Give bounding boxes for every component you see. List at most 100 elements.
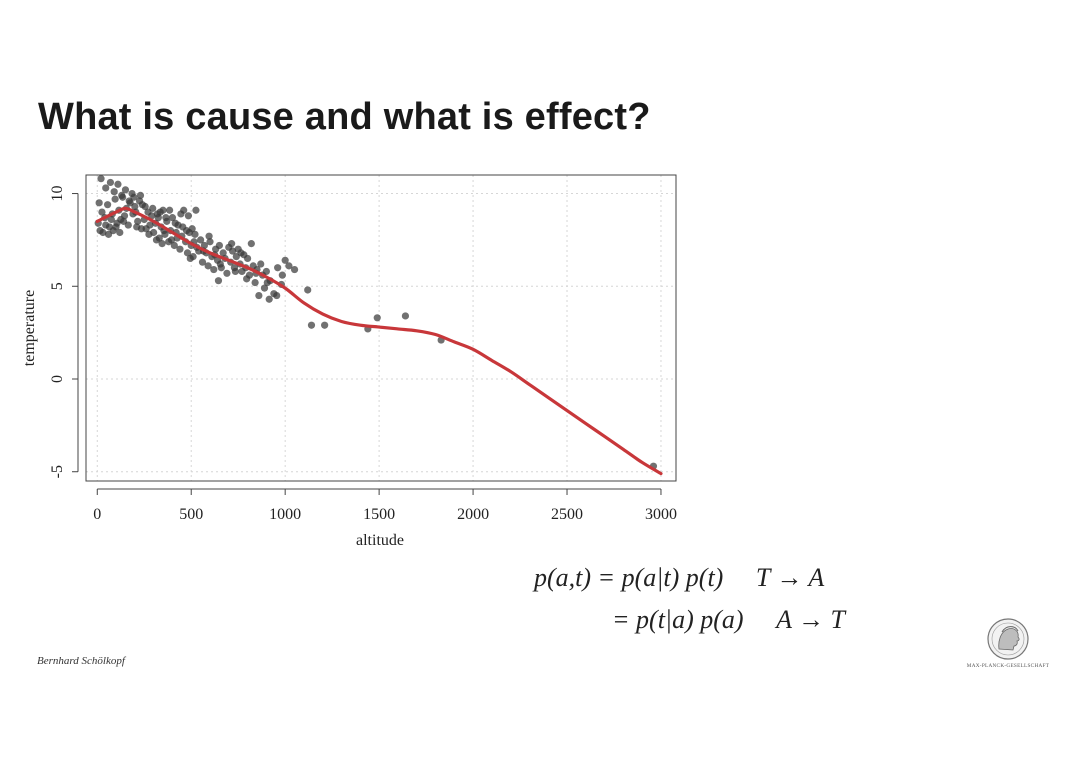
data-point <box>111 195 119 203</box>
data-point <box>198 258 207 266</box>
y-tick-label: 10 <box>49 186 66 202</box>
data-point <box>141 202 149 211</box>
data-point <box>243 254 252 263</box>
data-point <box>210 265 218 274</box>
data-point <box>188 225 196 233</box>
data-point <box>158 240 166 248</box>
data-point <box>130 193 138 201</box>
data-point <box>214 277 223 285</box>
data-point <box>183 249 192 257</box>
x-tick-label: 1000 <box>269 506 301 523</box>
y-axis-label: temperature <box>21 290 38 366</box>
slide-title: What is cause and what is effect? <box>38 96 651 138</box>
x-tick-label: 1500 <box>363 506 395 523</box>
data-point <box>136 191 145 199</box>
data-point <box>116 228 124 237</box>
axes: 0 500 1000 1500 2000 2500 3000 -5 0 5 10 <box>49 186 677 523</box>
data-point <box>265 295 273 303</box>
data-point <box>200 241 208 250</box>
data-point <box>197 236 205 244</box>
data-point <box>307 321 316 329</box>
data-point <box>170 241 178 250</box>
data-point <box>205 232 213 240</box>
data-point <box>99 228 107 237</box>
data-point <box>228 240 236 248</box>
data-point <box>154 214 162 222</box>
data-point <box>145 230 153 238</box>
data-point <box>228 247 237 255</box>
data-point <box>171 219 179 227</box>
data-point <box>191 230 199 238</box>
data-point <box>285 262 293 270</box>
data-point <box>119 193 127 201</box>
data-point <box>278 271 286 279</box>
data-point <box>148 212 156 220</box>
data-point <box>134 217 142 225</box>
data-points <box>94 175 658 470</box>
formula-line-2: = p(t|a) p(a) A → T <box>612 605 845 635</box>
data-point <box>243 275 251 283</box>
formula-line-1: p(a,t) = p(a|t) p(t) T → A <box>534 563 824 593</box>
data-point <box>290 265 299 274</box>
data-point <box>192 206 200 214</box>
data-point <box>120 212 129 220</box>
formula-rhs-1: = p(a|t) p(t) <box>597 563 724 592</box>
y-tick-label: 5 <box>49 282 66 290</box>
formula-lhs: p(a,t) <box>534 563 592 592</box>
x-tick-label: 2000 <box>457 506 489 523</box>
data-point <box>223 269 231 277</box>
data-point <box>262 267 270 276</box>
data-point <box>97 175 105 183</box>
data-point <box>146 221 154 229</box>
data-point <box>273 291 281 300</box>
data-point <box>119 217 128 225</box>
data-point <box>162 214 170 222</box>
data-point <box>156 208 164 216</box>
data-point <box>231 267 239 276</box>
data-point <box>98 208 106 216</box>
data-point <box>237 249 245 257</box>
data-point <box>177 210 185 218</box>
data-point <box>107 215 115 224</box>
data-point <box>133 223 141 231</box>
direction-a-to-t: A → T <box>776 605 845 634</box>
data-point <box>219 249 227 257</box>
data-point <box>110 188 118 196</box>
data-point <box>274 264 282 272</box>
data-point <box>251 278 259 287</box>
data-point <box>149 204 157 212</box>
data-point <box>184 212 193 220</box>
data-point <box>104 201 112 209</box>
formula-rhs-2: = p(t|a) p(a) <box>612 605 744 634</box>
grid-lines <box>86 175 676 481</box>
data-point <box>257 260 265 268</box>
data-point <box>204 262 212 270</box>
data-point <box>126 199 134 207</box>
y-tick-label: 0 <box>49 375 66 383</box>
x-tick-label: 500 <box>179 506 203 523</box>
data-point <box>263 278 271 287</box>
data-point <box>182 227 191 235</box>
author-name: Bernhard Schölkopf <box>37 655 125 667</box>
max-planck-logo: MAX-PLANCK-GESELLSCHAFT <box>958 616 1058 672</box>
data-point <box>121 186 130 194</box>
data-point <box>260 284 269 292</box>
data-point <box>373 314 381 322</box>
data-point <box>255 291 263 300</box>
data-point <box>247 240 255 248</box>
data-point <box>167 236 176 244</box>
plot-frame <box>85 174 677 482</box>
data-point <box>401 312 410 320</box>
direction-t-to-a: T → A <box>755 563 825 592</box>
data-point <box>95 199 103 207</box>
data-point <box>176 245 184 253</box>
data-point <box>215 241 224 250</box>
data-point <box>321 321 329 329</box>
minerva-head-icon <box>987 618 1029 660</box>
data-point <box>152 236 161 244</box>
data-point <box>206 238 214 246</box>
data-point <box>186 254 194 263</box>
x-axis-label: altitude <box>356 532 404 549</box>
data-point <box>281 256 289 264</box>
